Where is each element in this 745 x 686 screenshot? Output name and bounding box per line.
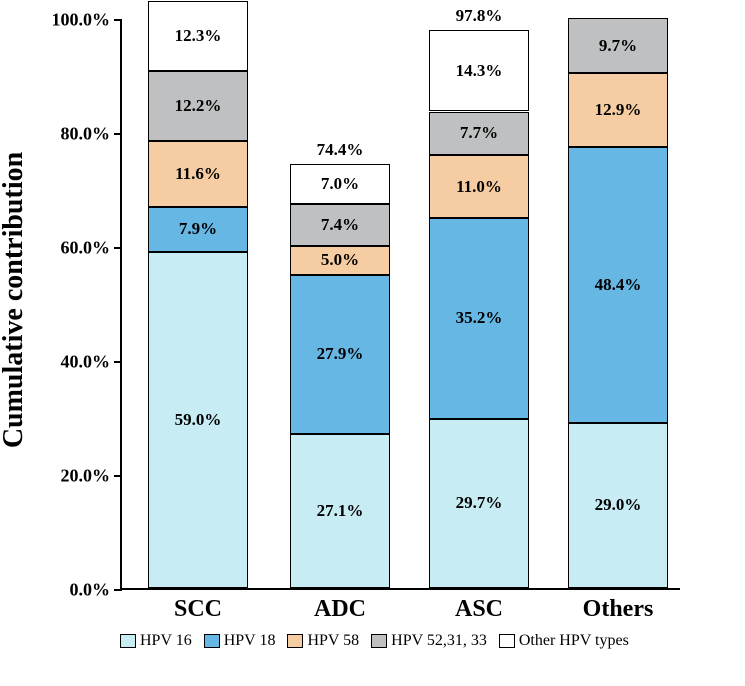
y-tick xyxy=(114,475,122,477)
legend-swatch xyxy=(499,634,515,648)
hpv-stacked-bar-chart: Cumulative contribution 59.0% 7.9% 11.6% 12… xyxy=(0,0,745,686)
segment-label: 11.0% xyxy=(456,177,502,197)
segment-hpv58: 11.0% xyxy=(429,155,529,218)
bars-layer: 59.0% 7.9% 11.6% 12.2% 12.3% 27.1% 27.9% 5.0% 7.… xyxy=(122,20,680,588)
segment-hpv58: 11.6% xyxy=(148,141,248,207)
segment-hpv18: 35.2% xyxy=(429,218,529,419)
segment-hpv52_31_33: 12.2% xyxy=(148,71,248,141)
segment-hpv52_31_33: 7.4% xyxy=(290,204,390,246)
y-tick-label: 60.0% xyxy=(61,238,111,259)
segment-label: 12.9% xyxy=(595,100,642,120)
segment-label: 35.2% xyxy=(456,308,503,328)
legend-item-hpv58: HPV 58 xyxy=(287,632,359,650)
x-category-label: ASC xyxy=(429,596,529,623)
segment-label: 12.3% xyxy=(175,26,222,46)
y-tick-label: 80.0% xyxy=(61,124,111,145)
legend-swatch xyxy=(120,634,136,648)
legend-swatch xyxy=(204,634,220,648)
legend-item-hpv52_31_33: HPV 52,31, 33 xyxy=(371,632,487,650)
segment-label: 7.9% xyxy=(179,219,217,239)
segment-hpv18: 48.4% xyxy=(568,147,668,423)
column-total-label: 97.8% xyxy=(429,6,529,26)
segment-label: 11.6% xyxy=(175,164,221,184)
legend-label: HPV 52,31, 33 xyxy=(391,632,487,650)
segment-label: 7.4% xyxy=(321,215,359,235)
legend-label: HPV 16 xyxy=(140,632,192,650)
x-category-label: Others xyxy=(568,596,668,623)
column-total-label: 74.4% xyxy=(290,140,390,160)
segment-label: 29.0% xyxy=(595,495,642,515)
segment-hpv18: 27.9% xyxy=(290,275,390,434)
y-tick xyxy=(114,133,122,135)
segment-other: 12.3% xyxy=(148,1,248,71)
y-tick xyxy=(114,361,122,363)
segment-other: 7.0% xyxy=(290,164,390,204)
segment-label: 59.0% xyxy=(175,410,222,430)
legend-label: HPV 18 xyxy=(224,632,276,650)
y-axis-title: Cumulative contribution xyxy=(0,152,30,448)
segment-label: 48.4% xyxy=(595,275,642,295)
segment-label: 12.2% xyxy=(175,96,222,116)
legend: HPV 16 HPV 18 HPV 58 HPV 52,31, 33 Other HPV… xyxy=(120,632,725,650)
segment-hpv52_31_33: 9.7% xyxy=(568,18,668,73)
segment-hpv52_31_33: 7.7% xyxy=(429,112,529,156)
x-category-label: ADC xyxy=(290,596,390,623)
legend-swatch xyxy=(371,634,387,648)
plot-area: 59.0% 7.9% 11.6% 12.2% 12.3% 27.1% 27.9% 5.0% 7.… xyxy=(120,20,680,590)
y-tick xyxy=(114,247,122,249)
legend-item-hpv18: HPV 18 xyxy=(204,632,276,650)
segment-hpv16: 59.0% xyxy=(148,252,248,588)
segment-label: 9.7% xyxy=(599,36,637,56)
segment-other: 14.3% xyxy=(429,30,529,112)
segment-label: 27.9% xyxy=(317,344,364,364)
legend-item-hpv16: HPV 16 xyxy=(120,632,192,650)
y-tick xyxy=(114,589,122,591)
y-tick-label: 40.0% xyxy=(61,352,111,373)
y-tick-label: 20.0% xyxy=(61,466,111,487)
segment-label: 7.7% xyxy=(460,123,498,143)
y-tick xyxy=(114,19,122,21)
x-category-label: SCC xyxy=(148,596,248,623)
y-tick-label: 100.0% xyxy=(52,10,111,31)
y-tick-label: 0.0% xyxy=(70,580,111,601)
segment-hpv16: 27.1% xyxy=(290,434,390,588)
legend-item-other: Other HPV types xyxy=(499,632,629,650)
segment-label: 27.1% xyxy=(317,501,364,521)
segment-label: 7.0% xyxy=(321,174,359,194)
segment-label: 14.3% xyxy=(456,61,503,81)
legend-label: Other HPV types xyxy=(519,632,629,650)
segment-hpv16: 29.7% xyxy=(429,419,529,588)
segment-hpv58: 5.0% xyxy=(290,246,390,275)
segment-hpv18: 7.9% xyxy=(148,207,248,252)
segment-hpv58: 12.9% xyxy=(568,73,668,147)
legend-swatch xyxy=(287,634,303,648)
legend-label: HPV 58 xyxy=(307,632,359,650)
segment-hpv16: 29.0% xyxy=(568,423,668,588)
segment-label: 29.7% xyxy=(456,493,503,513)
segment-label: 5.0% xyxy=(321,250,359,270)
